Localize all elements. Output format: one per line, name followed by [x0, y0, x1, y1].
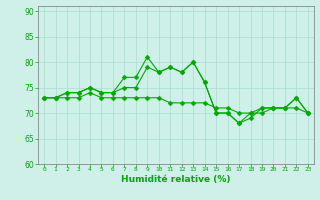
X-axis label: Humidité relative (%): Humidité relative (%) — [121, 175, 231, 184]
